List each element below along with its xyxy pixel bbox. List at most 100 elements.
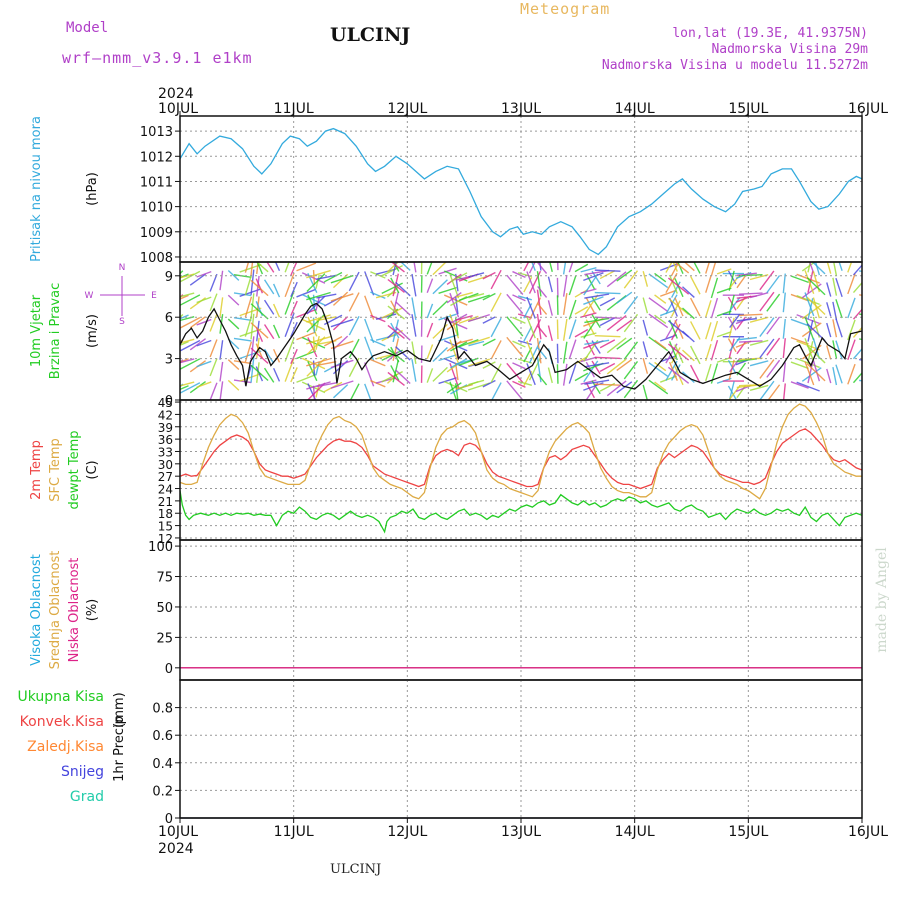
wind-barb [739, 340, 763, 343]
wind-barb [832, 319, 838, 338]
x-tick-label: 10JUL [158, 824, 198, 840]
wind-barb [458, 292, 479, 302]
x-tick-label: 14JUL [615, 101, 655, 117]
wind-barb [332, 273, 349, 289]
wind-barb [233, 379, 252, 384]
wind-barb [812, 338, 821, 360]
legend-item: Konvek.Kisa [20, 714, 104, 730]
wind-barb [766, 337, 781, 356]
wind-barb [348, 271, 360, 292]
wind-barb [272, 348, 281, 363]
model-label: Model [66, 20, 109, 36]
wind-barb [219, 270, 224, 291]
wind-barb [591, 360, 601, 375]
wind-barb [490, 363, 502, 383]
y-tick-label: 100 [148, 540, 173, 555]
wind-barb [468, 340, 485, 347]
wind-barb [250, 364, 269, 382]
wind-barb [284, 262, 290, 273]
wind-barb [387, 371, 405, 387]
wind-barb [683, 262, 695, 272]
wind-barb [807, 271, 814, 293]
y-tick-label: 0 [165, 812, 173, 827]
wind-barb [826, 322, 832, 338]
wind-barb [386, 351, 399, 362]
wind-barb [759, 291, 775, 312]
wind-barb [250, 347, 269, 364]
wind-barb [537, 286, 548, 298]
wind-barb [381, 307, 403, 319]
wind-barb [852, 347, 862, 360]
wind-barb [547, 367, 553, 384]
compass-w: W [85, 291, 94, 301]
wind-barb [654, 314, 667, 325]
x-axis-bottom: 10JUL 11JUL 12JUL 13JUL 14JUL 15JUL 16JUL 2024 [158, 818, 888, 857]
panel-pressure: 1008 1009 1010 1011 1012 1013 Pritisak na nivo… [29, 115, 863, 266]
wind-barb [209, 273, 218, 292]
wind-barb [574, 372, 589, 382]
wind-barb [682, 307, 695, 320]
wind-barb [594, 316, 621, 319]
wind-barb [449, 381, 458, 400]
wind-barb [432, 300, 448, 316]
wind-barb [196, 360, 212, 368]
y-title: Visoka Oblacnost [29, 554, 44, 666]
wind-barb [180, 294, 189, 300]
wind-barb [467, 313, 490, 323]
wind-barb [739, 273, 763, 277]
series-10m-vjetar [179, 302, 863, 390]
wind-barb [490, 269, 502, 290]
wind-barb [852, 326, 862, 338]
wind-barb [728, 317, 735, 338]
wind-barb [330, 359, 354, 369]
wind-barb [390, 365, 400, 381]
wind-barb [250, 293, 255, 319]
wind-barb [847, 273, 856, 295]
wind-barb [790, 381, 809, 389]
wind-barb [332, 291, 349, 306]
wind-barb [585, 382, 595, 399]
wind-barb [196, 296, 212, 304]
wind-barb [583, 273, 599, 296]
precip-legend: Ukupna Kisa Konvek.Kisa Zaledj.Kisa Snijeg G… [17, 689, 104, 805]
wind-barb [180, 339, 201, 352]
wind-barb [482, 361, 496, 369]
wind-barb [387, 278, 405, 294]
wind-barb [804, 316, 815, 341]
wind-barb [536, 313, 542, 340]
wind-barb [189, 273, 206, 286]
compass-s: S [119, 317, 125, 327]
wind-barb [523, 326, 533, 342]
wind-barb [648, 379, 669, 395]
wind-barb [749, 384, 769, 391]
wind-barb [272, 367, 281, 382]
wind-barb [370, 358, 386, 367]
wind-barb [432, 366, 448, 382]
y-tick-label: 1013 [140, 125, 173, 140]
wind-barb [727, 385, 737, 400]
wind-barb [196, 381, 212, 388]
wind-barb [455, 291, 473, 298]
wind-barb [710, 262, 717, 276]
wind-barb [599, 362, 616, 373]
wind-barb [591, 296, 601, 311]
wind-barb [562, 363, 568, 386]
wind-barb [729, 297, 741, 312]
wind-barb [296, 350, 317, 360]
wind-barb [847, 363, 856, 385]
wind-barb [710, 320, 719, 342]
wind-barb [584, 362, 610, 368]
wind-barb [348, 315, 360, 336]
wind-barb [330, 318, 354, 328]
wind-barb [835, 364, 843, 384]
wind-barb [562, 293, 568, 315]
wind-barb [739, 383, 763, 387]
y-tick-label: 12 [158, 532, 173, 546]
wind-barb [306, 314, 331, 323]
wind-barb [189, 338, 206, 351]
y-tick-label: 0.4 [152, 757, 173, 772]
wind-barb [568, 339, 577, 360]
y-tick-label: 42 [158, 408, 173, 422]
wind-barb [689, 321, 701, 340]
wind-barb [606, 380, 627, 397]
